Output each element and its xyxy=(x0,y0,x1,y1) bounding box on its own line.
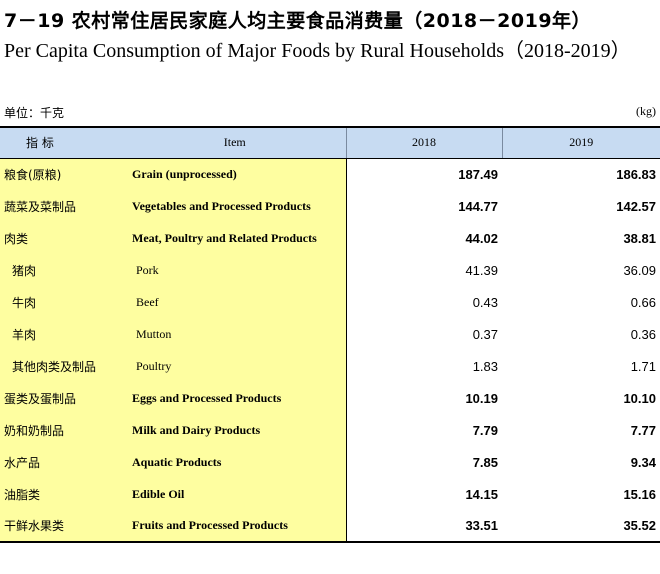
row-label-chinese: 粮食(原粮) xyxy=(0,158,124,190)
row-label-english: Meat, Poultry and Related Products xyxy=(124,222,347,254)
value-2019: 0.66 xyxy=(630,294,656,310)
value-2018: 7.85 xyxy=(472,454,498,470)
value-2019: 15.16 xyxy=(623,486,656,502)
value-2018: 14.15 xyxy=(465,486,498,502)
table-body: 粮食(原粮) Grain (unprocessed) 187.49 186.83 蔬菜及… xyxy=(0,158,660,543)
row-label-english: Aquatic Products xyxy=(124,446,347,478)
header-year-2019: 2019 xyxy=(502,126,660,159)
table-row: 油脂类 Edible Oil 14.15 15.16 xyxy=(0,478,660,510)
row-label-english: Vegetables and Processed Products xyxy=(124,190,347,222)
table-row: 水产品 Aquatic Products 7.85 9.34 xyxy=(0,446,660,478)
row-label-english: Pork xyxy=(124,254,347,286)
table-row: 羊肉 Mutton 0.37 0.36 xyxy=(0,318,660,350)
table-row: 牛肉 Beef 0.43 0.66 xyxy=(0,286,660,318)
row-label-chinese: 水产品 xyxy=(0,446,124,478)
row-label-english: Poultry xyxy=(124,350,347,382)
value-2018: 0.43 xyxy=(472,294,498,310)
value-2018: 144.77 xyxy=(458,198,498,214)
value-2019: 10.10 xyxy=(623,390,656,406)
value-2019: 186.83 xyxy=(616,166,656,182)
table-row: 奶和奶制品 Milk and Dairy Products 7.79 7.77 xyxy=(0,414,660,446)
table-row: 猪肉 Pork 41.39 36.09 xyxy=(0,254,660,286)
value-2019: 38.81 xyxy=(623,230,656,246)
food-consumption-table: 指 标 Item 2018 2019 粮食(原粮) Grain (unproces… xyxy=(0,126,660,543)
row-label-chinese: 蛋类及蛋制品 xyxy=(0,382,124,414)
table-header-row: 指 标 Item 2018 2019 xyxy=(0,126,660,159)
row-label-chinese: 奶和奶制品 xyxy=(0,414,124,446)
value-2019: 7.77 xyxy=(630,422,656,438)
header-indicator: 指 标 xyxy=(0,126,124,159)
value-2019: 0.36 xyxy=(630,326,656,342)
table-row: 其他肉类及制品 Poultry 1.83 1.71 xyxy=(0,350,660,382)
table-row: 蛋类及蛋制品 Eggs and Processed Products 10.19 10… xyxy=(0,382,660,414)
value-2019: 1.71 xyxy=(630,358,656,374)
row-label-chinese: 其他肉类及制品 xyxy=(0,350,124,382)
unit-label-english: (kg) xyxy=(636,104,656,118)
value-2019: 142.57 xyxy=(616,198,656,214)
row-label-chinese: 蔬菜及菜制品 xyxy=(0,190,124,222)
header-item: Item xyxy=(124,126,347,159)
row-label-chinese: 羊肉 xyxy=(0,318,124,350)
row-label-chinese: 肉类 xyxy=(0,222,124,254)
row-label-chinese: 猪肉 xyxy=(0,254,124,286)
table-title-english: Per Capita Consumption of Major Foods by… xyxy=(4,40,631,62)
value-2019: 9.34 xyxy=(630,454,656,470)
value-2019: 36.09 xyxy=(623,262,656,278)
value-2018: 44.02 xyxy=(465,230,498,246)
header-year-2018: 2018 xyxy=(346,126,503,159)
value-2019: 35.52 xyxy=(502,510,660,543)
table-row: 肉类 Meat, Poultry and Related Products 44.0… xyxy=(0,222,660,254)
value-2018: 0.37 xyxy=(472,326,498,342)
row-label-chinese: 油脂类 xyxy=(0,478,124,510)
table-row: 蔬菜及菜制品 Vegetables and Processed Products 1… xyxy=(0,190,660,222)
row-label-english: Fruits and Processed Products xyxy=(124,510,347,543)
value-2018: 10.19 xyxy=(465,390,498,406)
row-label-english: Mutton xyxy=(124,318,347,350)
table-title-chinese: 7－19 农村常住居民家庭人均主要食品消费量（2018－2019年） xyxy=(4,10,592,32)
row-label-chinese: 干鲜水果类 xyxy=(0,510,124,543)
row-label-chinese: 牛肉 xyxy=(0,286,124,318)
row-label-english: Grain (unprocessed) xyxy=(124,158,347,190)
row-label-english: Milk and Dairy Products xyxy=(124,414,347,446)
row-label-english: Eggs and Processed Products xyxy=(124,382,347,414)
value-2018: 33.51 xyxy=(346,510,502,543)
value-2018: 7.79 xyxy=(472,422,498,438)
value-2018: 187.49 xyxy=(458,166,498,182)
unit-label-chinese: 单位：千克 xyxy=(4,106,65,120)
row-label-english: Beef xyxy=(124,286,347,318)
value-2018: 1.83 xyxy=(472,358,498,374)
value-2018: 41.39 xyxy=(465,262,498,278)
row-label-english: Edible Oil xyxy=(124,478,347,510)
table-row: 干鲜水果类 Fruits and Processed Products 33.51 3… xyxy=(0,510,660,543)
table-row: 粮食(原粮) Grain (unprocessed) 187.49 186.83 xyxy=(0,158,660,190)
